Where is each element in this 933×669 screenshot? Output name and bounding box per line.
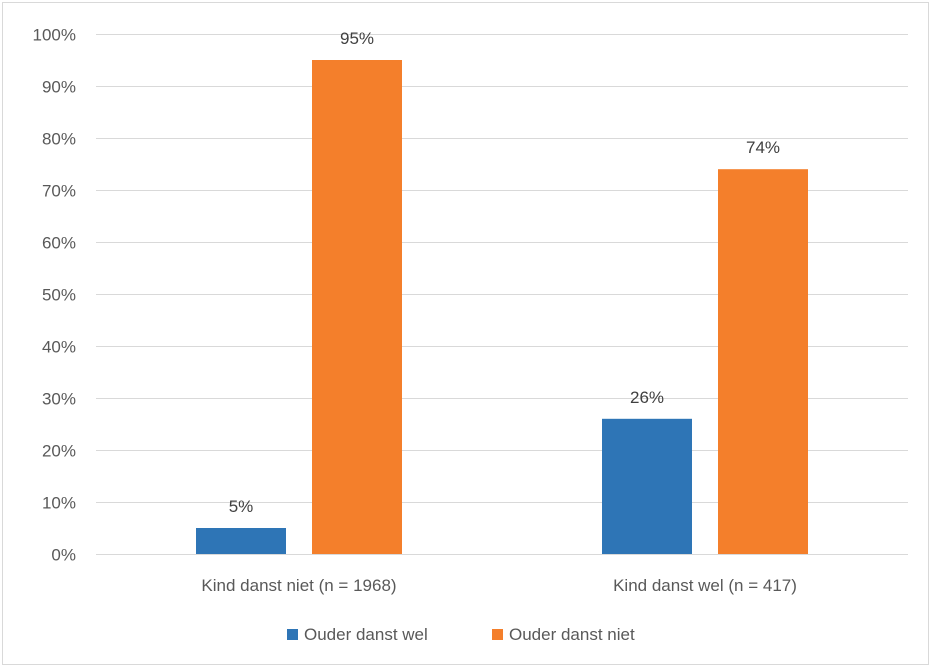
x-category-label: Kind danst niet (n = 1968) (201, 576, 396, 595)
bars (196, 60, 808, 554)
data-label: 95% (340, 29, 374, 48)
y-tick-label: 40% (42, 338, 76, 357)
legend: Ouder danst wel Ouder danst niet (287, 625, 635, 644)
y-axis-ticks: 0% 10% 20% 30% 40% 50% 60% 70% 80% 90% 100% (33, 26, 76, 565)
y-tick-label: 70% (42, 182, 76, 201)
x-axis-categories: Kind danst niet (n = 1968) Kind danst wel… (201, 576, 796, 595)
bar-ouder-danst-wel-1 (602, 418, 692, 554)
y-tick-label: 60% (42, 234, 76, 253)
y-tick-label: 0% (51, 546, 76, 565)
y-tick-label: 90% (42, 78, 76, 97)
data-label: 74% (746, 138, 780, 157)
data-label: 5% (229, 497, 254, 516)
y-tick-label: 100% (33, 26, 76, 45)
bar-ouder-danst-niet-1 (718, 169, 808, 554)
y-tick-label: 10% (42, 494, 76, 513)
data-label: 26% (630, 388, 664, 407)
y-tick-label: 50% (42, 286, 76, 305)
bar-ouder-danst-wel-0 (196, 528, 286, 554)
legend-swatch (492, 629, 503, 640)
y-tick-label: 80% (42, 130, 76, 149)
legend-label: Ouder danst niet (509, 625, 635, 644)
data-labels: 5% 95% 26% 74% (229, 29, 780, 516)
legend-label: Ouder danst wel (304, 625, 428, 644)
y-tick-label: 20% (42, 442, 76, 461)
bar-ouder-danst-niet-0 (312, 60, 402, 554)
legend-swatch (287, 629, 298, 640)
y-tick-label: 30% (42, 390, 76, 409)
x-category-label: Kind danst wel (n = 417) (613, 576, 797, 595)
